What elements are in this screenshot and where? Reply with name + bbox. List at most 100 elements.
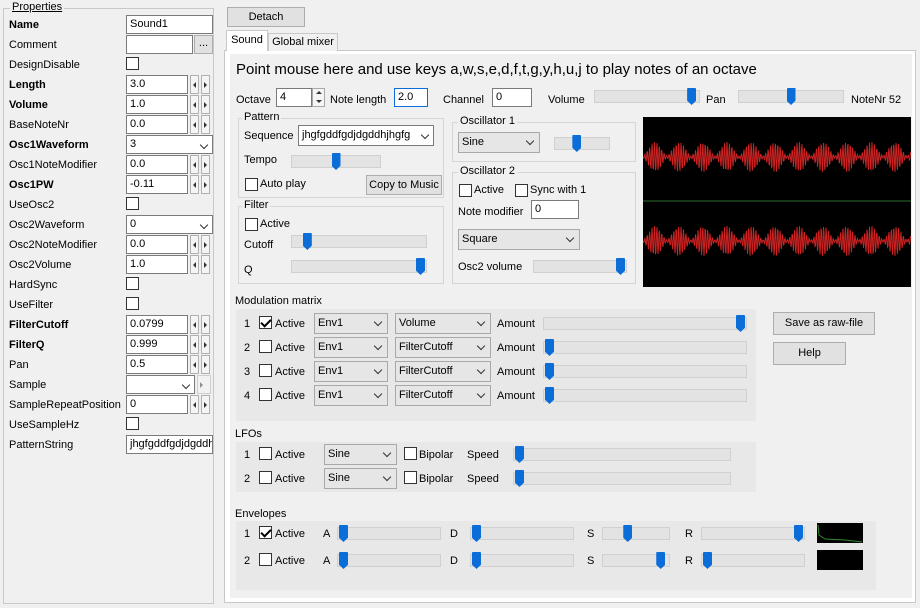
property-value-input[interactable]: 0.999 [126,335,188,354]
slider-thumb[interactable] [656,552,666,569]
lfo-speed-slider[interactable] [513,448,731,461]
property-value-input[interactable]: 0.0 [126,115,188,134]
lfo-active-checkbox[interactable] [259,471,272,484]
volume-slider[interactable] [594,90,700,103]
note-modifier-input[interactable]: 0 [531,200,579,219]
slider-thumb[interactable] [572,135,582,152]
slider-thumb[interactable] [302,233,312,250]
copy-to-music-button[interactable]: Copy to Music [366,175,442,195]
spin-left-icon[interactable] [190,155,199,174]
mod-amount-slider[interactable] [543,365,747,378]
spin-right-icon[interactable] [201,155,210,174]
slider-thumb[interactable] [616,258,625,275]
slider-thumb[interactable] [545,363,554,380]
spin-left-icon[interactable] [190,315,199,334]
tab-global-mixer[interactable]: Global mixer [268,33,338,51]
spin-left-icon[interactable] [190,115,199,134]
slider-thumb[interactable] [623,525,633,542]
mod-target-dropdown[interactable]: FilterCutoff [395,361,491,382]
lfo-active-checkbox[interactable] [259,447,272,460]
env-release-slider[interactable] [701,554,805,567]
spin-left-icon[interactable] [190,175,199,194]
env-attack-slider[interactable] [337,554,441,567]
spin-right-icon[interactable] [201,335,210,354]
spin-right-icon[interactable] [201,235,210,254]
slider-thumb[interactable] [703,552,712,569]
mod-target-dropdown[interactable]: FilterCutoff [395,385,491,406]
mod-active-checkbox[interactable] [259,316,272,329]
mod-source-dropdown[interactable]: Env1 [314,361,388,382]
slider-thumb[interactable] [794,525,803,542]
spin-right-icon[interactable] [201,315,210,334]
property-checkbox[interactable] [126,417,139,430]
mod-target-dropdown[interactable]: FilterCutoff [395,337,491,358]
env-active-checkbox[interactable] [259,526,272,539]
spin-left-icon[interactable] [190,75,199,94]
env-sustain-slider[interactable] [602,527,670,540]
mod-active-checkbox[interactable] [259,340,272,353]
spin-left-icon[interactable] [190,395,199,414]
property-dropdown[interactable]: 3 [126,135,213,154]
lfo-speed-slider[interactable] [513,472,731,485]
spin-right-icon[interactable] [201,115,210,134]
tab-sound[interactable]: Sound [226,30,268,51]
property-value-input[interactable] [126,35,193,54]
osc2-sync-checkbox[interactable] [515,184,528,197]
spin-right-icon[interactable] [201,75,210,94]
property-dropdown[interactable] [126,375,195,394]
mod-amount-slider[interactable] [543,389,747,402]
mod-target-dropdown[interactable]: Volume [395,313,491,334]
property-value-input[interactable]: 1.0 [126,255,188,274]
property-value-input[interactable]: 0.0799 [126,315,188,334]
slider-thumb[interactable] [416,258,425,275]
slider-thumb[interactable] [472,552,481,569]
spin-right-icon[interactable] [201,395,210,414]
spin-left-icon[interactable] [190,355,199,374]
property-value-input[interactable]: -0.11 [126,175,188,194]
property-value-input[interactable]: 0.0 [126,155,188,174]
spin-up-icon[interactable] [316,91,322,94]
mod-active-checkbox[interactable] [259,388,272,401]
slider-thumb[interactable] [515,446,524,463]
octave-spinner[interactable] [312,88,325,107]
property-checkbox[interactable] [126,197,139,210]
slider-thumb[interactable] [515,470,524,487]
slider-thumb[interactable] [545,339,554,356]
property-value-input[interactable]: 0 [126,395,188,414]
mod-active-checkbox[interactable] [259,364,272,377]
note-length-input[interactable]: 2.0 [394,88,428,107]
slider-thumb[interactable] [786,88,796,105]
mod-amount-slider[interactable] [543,317,747,330]
sequence-dropdown[interactable]: jhgfgddfgdjdgddhjhgfg [298,125,434,146]
property-dropdown[interactable]: 0 [126,215,213,234]
property-value-input[interactable]: 3.0 [126,75,188,94]
spin-right-icon[interactable] [201,255,210,274]
property-value-input[interactable]: 0.0 [126,235,188,254]
slider-thumb[interactable] [331,153,341,170]
filter-active-checkbox[interactable] [245,218,258,231]
osc1-waveform-dropdown[interactable]: Sine [458,132,540,153]
property-checkbox[interactable] [126,297,139,310]
osc2-waveform-dropdown[interactable]: Square [458,229,580,250]
env-decay-slider[interactable] [470,554,574,567]
env-decay-slider[interactable] [470,527,574,540]
osc1-slider[interactable] [554,137,610,150]
lfo-bipolar-checkbox[interactable] [404,447,417,460]
spin-left-icon[interactable] [190,335,199,354]
chevron-right-icon[interactable] [197,375,211,394]
slider-thumb[interactable] [687,88,697,105]
spin-left-icon[interactable] [190,255,199,274]
property-value-input[interactable]: jhgfgddfgdjdgddh [126,435,213,454]
mod-amount-slider[interactable] [543,341,747,354]
spin-left-icon[interactable] [190,235,199,254]
q-slider[interactable] [291,260,427,273]
osc2-active-checkbox[interactable] [459,184,472,197]
slider-thumb[interactable] [545,387,554,404]
env-active-checkbox[interactable] [259,553,272,566]
mod-source-dropdown[interactable]: Env1 [314,313,388,334]
save-raw-file-button[interactable]: Save as raw-file [773,312,875,335]
property-checkbox[interactable] [126,277,139,290]
slider-thumb[interactable] [736,315,745,332]
spin-left-icon[interactable] [190,95,199,114]
env-sustain-slider[interactable] [602,554,670,567]
